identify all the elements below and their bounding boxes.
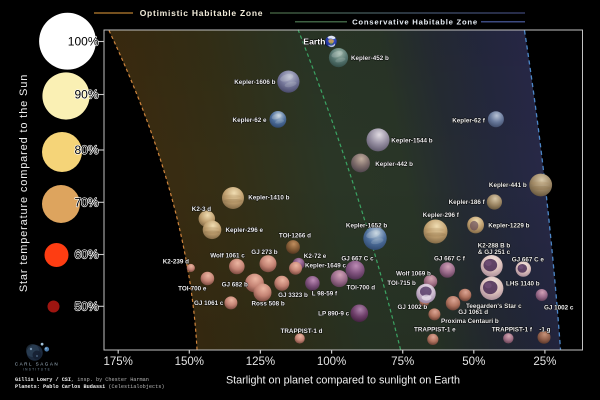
svg-text:175%: 175% [103,356,132,368]
svg-text:Kepler-452 b: Kepler-452 b [351,55,389,62]
svg-text:Conservative Habitable Zone: Conservative Habitable Zone [352,17,478,26]
svg-text:Proxima Centauri b: Proxima Centauri b [441,318,499,325]
svg-text:80%: 80% [74,143,98,157]
svg-text:Kepler-296 f: Kepler-296 f [423,212,460,219]
svg-text:100%: 100% [68,35,99,49]
svg-text:GJ 1061 d: GJ 1061 d [458,309,488,316]
svg-text:GJ 3323 b: GJ 3323 b [278,292,308,299]
svg-text:Teegarden's Star c: Teegarden's Star c [466,303,522,310]
svg-text:150%: 150% [175,356,204,368]
svg-text:TOI-700 e: TOI-700 e [178,286,207,293]
svg-text:90%: 90% [74,88,98,102]
svg-text:Kepler-441 b: Kepler-441 b [489,182,527,189]
svg-text:25%: 25% [533,356,556,368]
svg-text:Kepler-186 f: Kepler-186 f [449,199,486,206]
svg-text:Kepler-62 f: Kepler-62 f [452,117,485,124]
svg-text:LHS 1140 b: LHS 1140 b [506,281,540,288]
svg-text:50%: 50% [74,300,98,314]
svg-text:GJ 667 C f: GJ 667 C f [434,256,466,263]
svg-text:INSTITUTE: INSTITUTE [23,368,51,372]
svg-text:TOI-700 d: TOI-700 d [347,284,376,291]
svg-text:& GJ 251 c: & GJ 251 c [478,249,511,256]
svg-text:Kepler-1649 c: Kepler-1649 c [305,263,346,270]
svg-text:70%: 70% [74,196,98,210]
svg-text:K2-3 d: K2-3 d [192,206,211,213]
svg-text:Kepler-1544 b: Kepler-1544 b [391,138,432,145]
svg-text:CARL SAGAN: CARL SAGAN [15,362,59,367]
svg-text:TRAPPIST-1 d: TRAPPIST-1 d [281,328,323,335]
svg-text:Kepler-1606 b: Kepler-1606 b [234,79,275,86]
svg-text:L 98-59 f: L 98-59 f [312,290,338,297]
svg-text:125%: 125% [246,356,275,368]
svg-text:TRAPPIST-1 e: TRAPPIST-1 e [414,326,456,333]
svg-text:Ross 508 b: Ross 508 b [252,301,285,308]
svg-text:Kepler-1410 b: Kepler-1410 b [248,194,289,201]
svg-text:Wolf 1061 c: Wolf 1061 c [210,252,245,259]
svg-text:LP 890-9 c: LP 890-9 c [318,310,350,317]
svg-text:75%: 75% [391,356,414,368]
svg-text:100%: 100% [317,356,346,368]
svg-text:GJ 667 C c: GJ 667 C c [341,255,374,262]
svg-text:GJ 1002 b: GJ 1002 b [398,304,428,311]
svg-text:K2-288 B b: K2-288 B b [478,242,511,249]
svg-text:50%: 50% [462,356,485,368]
svg-text:Optimistic Habitable Zone: Optimistic Habitable Zone [140,8,264,18]
svg-text:60%: 60% [74,248,98,262]
svg-text:TOI-715 b: TOI-715 b [387,280,416,287]
svg-text:Kepler-1652 b: Kepler-1652 b [346,223,387,230]
svg-text:GJ 1002 c: GJ 1002 c [544,304,574,311]
svg-text:TRAPPIST-1 f: TRAPPIST-1 f [492,326,533,333]
svg-text:K2-239 d: K2-239 d [163,259,189,266]
svg-text:-1 g: -1 g [539,326,550,333]
svg-text:Earth: Earth [303,36,325,46]
svg-text:GJ 273 b: GJ 273 b [251,249,277,256]
svg-text:GJ 667 C e: GJ 667 C e [512,256,545,263]
svg-text:GJ 682 b: GJ 682 b [222,281,248,288]
svg-text:Kepler-1229 b: Kepler-1229 b [488,223,529,230]
svg-text:Wolf 1069 b: Wolf 1069 b [396,271,431,278]
svg-text:K2-72 e: K2-72 e [304,253,327,260]
svg-text:Star temperature compared to t: Star temperature compared to the Sun [18,74,30,292]
svg-text:Kepler-442 b: Kepler-442 b [375,161,413,168]
svg-text:Starlight on planet compared t: Starlight on planet compared to sunlight… [226,375,460,387]
svg-text:TOI-1266 d: TOI-1266 d [279,232,311,239]
svg-text:Gillis Lowry / CSI, insp. by C: Gillis Lowry / CSI, insp. by Chester Har… [15,377,149,383]
svg-text:Kepler-296 e: Kepler-296 e [226,227,264,234]
svg-text:Planets: Pablo Carlos Budassi: Planets: Pablo Carlos Budassi (Celestial… [15,384,164,390]
svg-text:GJ 1061 c: GJ 1061 c [194,300,224,307]
svg-text:Kepler-62 e: Kepler-62 e [233,117,267,124]
